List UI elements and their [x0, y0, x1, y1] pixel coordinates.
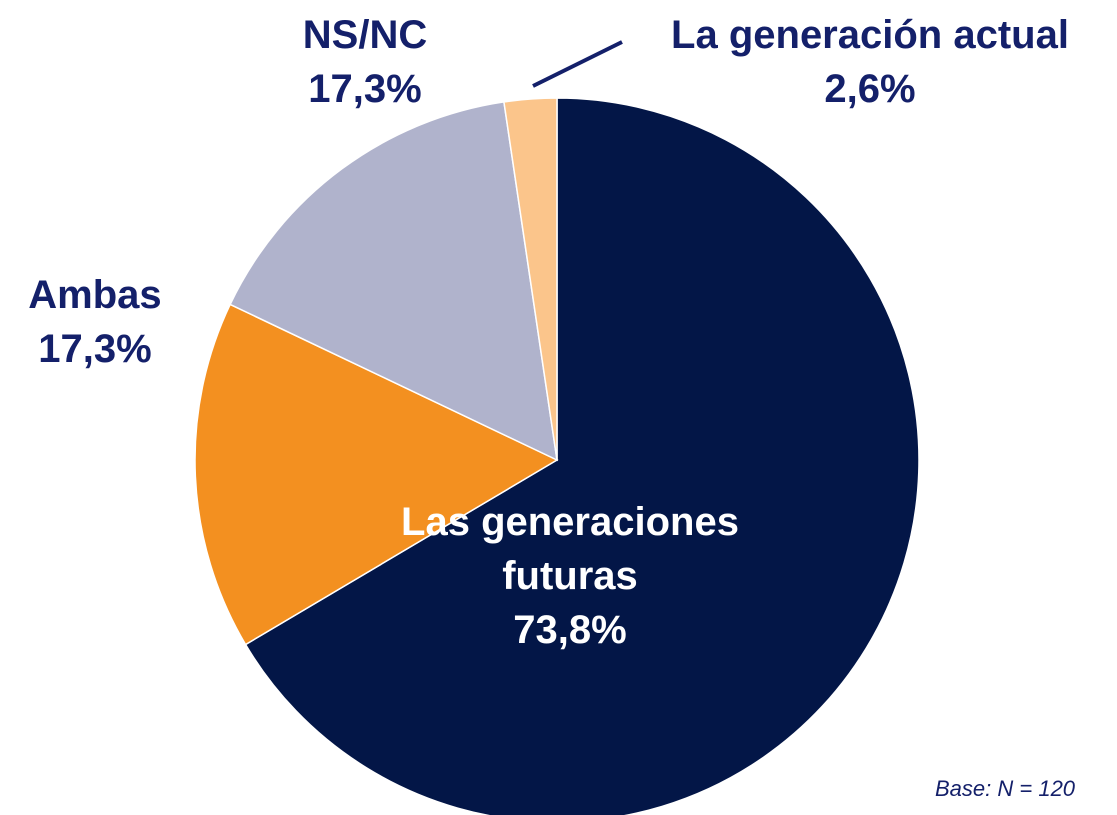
- value-label: 17,3%: [38, 327, 152, 371]
- pie-slice: [503, 97, 558, 461]
- base-note: Base: N = 120: [935, 776, 1076, 801]
- category-label: La generación actual: [671, 13, 1069, 57]
- category-label: NS/NC: [302, 13, 428, 57]
- category-label: Las generaciones futuras: [401, 500, 739, 598]
- value-label: 2,6%: [824, 67, 916, 111]
- leader-line: [532, 40, 623, 88]
- slice-label: Ambas 17,3%: [0, 268, 190, 376]
- value-label: 17,3%: [308, 67, 422, 111]
- pie-slice: [194, 303, 559, 646]
- value-label: 73,8%: [513, 608, 627, 652]
- slice-label: Las generaciones futuras 73,8%: [340, 495, 800, 657]
- slice-label: La generación actual 2,6%: [620, 8, 1117, 116]
- pie-slice: [244, 97, 920, 815]
- category-label: Ambas: [28, 273, 162, 317]
- pie-slice: [229, 101, 558, 462]
- slice-label: NS/NC 17,3%: [270, 8, 460, 116]
